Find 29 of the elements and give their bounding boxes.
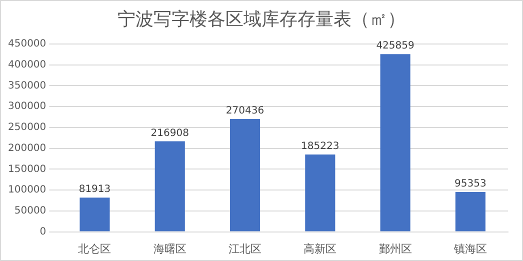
y-tick-label: 400000	[8, 59, 46, 70]
y-tick-label: 50000	[14, 206, 46, 217]
y-tick-label: 300000	[8, 101, 46, 112]
y-tick-label: 200000	[8, 142, 46, 154]
data-label: 95353	[454, 178, 486, 190]
data-label: 216908	[150, 128, 189, 139]
bar	[154, 141, 185, 232]
x-tick-label: 鄞州区	[378, 242, 412, 256]
data-label: 81913	[78, 184, 111, 196]
bar	[305, 154, 336, 232]
y-tick-label: 250000	[8, 122, 46, 134]
x-tick-label: 海曙区	[153, 242, 186, 256]
bar	[380, 54, 410, 232]
y-tick-label: 150000	[8, 164, 46, 175]
bar	[80, 198, 110, 232]
data-label: 425859	[376, 40, 414, 52]
data-label: 270436	[226, 106, 264, 117]
data-label: 185223	[301, 141, 340, 152]
x-tick-label: 江北区	[228, 242, 262, 256]
y-tick-label: 100000	[8, 184, 46, 196]
x-tick-label: 北仑区	[78, 242, 112, 256]
bar	[455, 192, 486, 232]
y-tick-label: 0	[40, 226, 46, 238]
chart-title: 宁波写字楼各区域库存存量表（㎡）	[116, 8, 406, 31]
x-tick-label: 高新区	[304, 242, 337, 256]
x-tick-label: 镇海区	[452, 242, 487, 256]
y-tick-label: 350000	[8, 80, 46, 92]
bar	[230, 118, 260, 232]
y-tick-label: 450000	[8, 38, 46, 50]
